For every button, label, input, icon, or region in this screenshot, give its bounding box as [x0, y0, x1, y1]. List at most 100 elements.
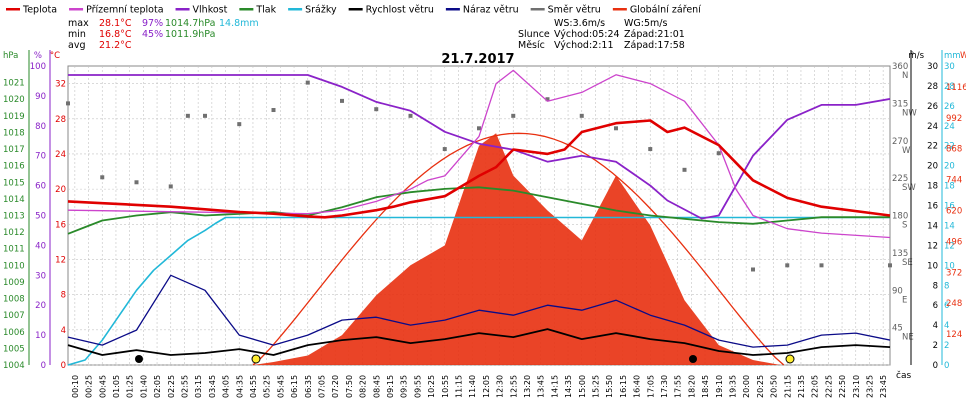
- x-tick-label: 02:55: [180, 375, 189, 398]
- axis-wind-speed-tick: 6: [933, 301, 938, 311]
- time-axis-label: čas: [896, 370, 911, 381]
- x-tick-label: 17:05: [646, 375, 655, 398]
- axes: hPa1021102010191018101710161015101410131…: [3, 50, 966, 398]
- astro-markers: [135, 354, 795, 364]
- x-tick-label: 10:25: [427, 375, 436, 398]
- x-tick-label: 09:15: [386, 375, 395, 398]
- series-wind-direction-point: [751, 267, 755, 272]
- axis-pressure-tick: 1014: [3, 195, 25, 205]
- axis-rain-tick: 0: [944, 361, 949, 371]
- x-tick-label: 16:40: [633, 375, 642, 398]
- series-wind-direction-point: [203, 113, 207, 118]
- series-wind-direction-point: [477, 126, 481, 131]
- axis-temperature-tick: 20: [55, 185, 66, 195]
- x-tick-label: 22:25: [824, 375, 833, 398]
- axis-humidity-tick: 30: [35, 271, 46, 281]
- axis-temperature-tick: 4: [61, 326, 66, 336]
- axis-humidity-tick: 100: [30, 62, 46, 72]
- series-wind-direction-point: [716, 151, 721, 156]
- axis-pressure-tick: 1020: [3, 95, 25, 105]
- axis-direction-tick-label: W: [902, 146, 911, 156]
- axis-rain-unit: mm: [944, 51, 961, 61]
- axis-pressure-tick: 1004: [3, 361, 25, 371]
- legend-label-8: Globální záření: [630, 5, 701, 16]
- axis-radiation-tick: 620: [946, 207, 962, 217]
- series-temperature: [67, 119, 891, 219]
- legend-swatch-3: [239, 8, 254, 11]
- axis-rain-tick: 16: [944, 202, 955, 212]
- series-wind-direction-point: [819, 263, 824, 268]
- series-wind-direction-point: [408, 113, 413, 118]
- series-wind-direction-point: [340, 98, 344, 103]
- axis-direction-tick: 360: [892, 62, 908, 72]
- x-tick-label: 04:05: [222, 375, 231, 398]
- axis-temperature-tick: 0: [61, 361, 66, 371]
- x-tick-label: 10:55: [441, 375, 450, 398]
- series-radiation-area: [253, 133, 781, 365]
- series-wind-speed: [67, 328, 891, 356]
- moonset-marker: [689, 355, 697, 363]
- series-rain: [67, 216, 890, 366]
- x-tick-label: 23:10: [852, 375, 861, 398]
- x-tick-label: 22:50: [838, 375, 847, 398]
- x-tick-label: 17:55: [674, 375, 683, 398]
- axis-rain-tick: 2: [944, 341, 949, 351]
- axis-wind-speed-unit: m/s: [908, 51, 924, 61]
- x-tick-label: 15:00: [578, 375, 587, 398]
- sun-set: Západ:21:01: [624, 29, 685, 40]
- axis-pressure-tick: 1007: [3, 311, 25, 321]
- x-tick-label: 05:25: [263, 375, 272, 398]
- axis-wind-speed-tick: 20: [927, 162, 938, 172]
- legend-label-6: Náraz větru: [463, 5, 519, 16]
- axis-direction-tick: 90: [892, 286, 903, 296]
- legend: Teplota Přízemní teplota Vlhkost Tlak Srážky…: [6, 5, 701, 16]
- series-wind-direction-point: [614, 126, 618, 131]
- legend-label-3: Tlak: [255, 5, 276, 16]
- x-tick-label: 13:20: [523, 375, 532, 398]
- x-tick-label: 23:25: [865, 375, 874, 398]
- axis-pressure-tick: 1017: [3, 145, 25, 155]
- x-tick-label: 13:45: [537, 375, 546, 398]
- axis-wind-speed-tick: 2: [933, 341, 938, 351]
- moon-set: Západ:17:58: [624, 40, 685, 51]
- series-wind-direction-point: [100, 175, 105, 180]
- series-wind-gust: [67, 274, 891, 348]
- axis-pressure-tick: 1018: [3, 128, 25, 138]
- series-wind-direction-point: [888, 263, 892, 268]
- axis-wind-speed-tick: 16: [927, 202, 938, 212]
- axis-pressure-tick: 1006: [3, 328, 25, 338]
- axis-rain-tick: 24: [944, 122, 955, 132]
- series-wind-direction-point: [271, 108, 276, 113]
- axis-direction-tick: 225: [892, 174, 908, 184]
- legend-label-5: Rychlost větru: [366, 5, 434, 16]
- x-tick-label: 17:30: [660, 375, 669, 398]
- axis-pressure-unit: hPa: [3, 51, 18, 61]
- axis-temperature-tick: 28: [55, 115, 66, 125]
- axis-humidity-tick: 0: [41, 361, 46, 371]
- axis-direction-tick-label: SE: [902, 258, 913, 268]
- axis-humidity-tick: 80: [35, 122, 46, 132]
- stats-avg-temp: 21.2°C: [99, 40, 132, 51]
- axis-radiation-tick: 248: [946, 299, 962, 309]
- x-tick-label: 14:15: [550, 375, 559, 398]
- x-tick-label: 08:20: [359, 375, 368, 398]
- stats-max-temp: 28.1°C: [99, 18, 132, 29]
- series-wind-direction-point: [374, 107, 379, 112]
- series-wind-direction-point: [579, 113, 584, 118]
- x-tick-label: 04:55: [249, 375, 258, 398]
- axis-wind-speed-tick: 14: [927, 221, 938, 231]
- x-tick-label: 16:15: [619, 375, 628, 398]
- x-tick-label: 19:10: [715, 375, 724, 398]
- axis-direction-tick-label: NE: [902, 333, 914, 343]
- x-tick-label: 07:50: [345, 375, 354, 398]
- axis-wind-speed-tick: 12: [927, 241, 938, 251]
- series-radiation-envelope: [252, 132, 785, 366]
- x-tick-label: 21:35: [797, 375, 806, 398]
- axis-direction-tick: 315: [892, 99, 908, 109]
- axis-wind-speed-tick: 28: [927, 82, 938, 92]
- x-tick-label: 18:45: [701, 375, 710, 398]
- axis-temperature-tick: 8: [61, 291, 66, 301]
- axis-direction-tick-label: E: [902, 295, 907, 305]
- x-tick-label: 00:45: [98, 375, 107, 398]
- x-tick-label: 07:05: [317, 375, 326, 398]
